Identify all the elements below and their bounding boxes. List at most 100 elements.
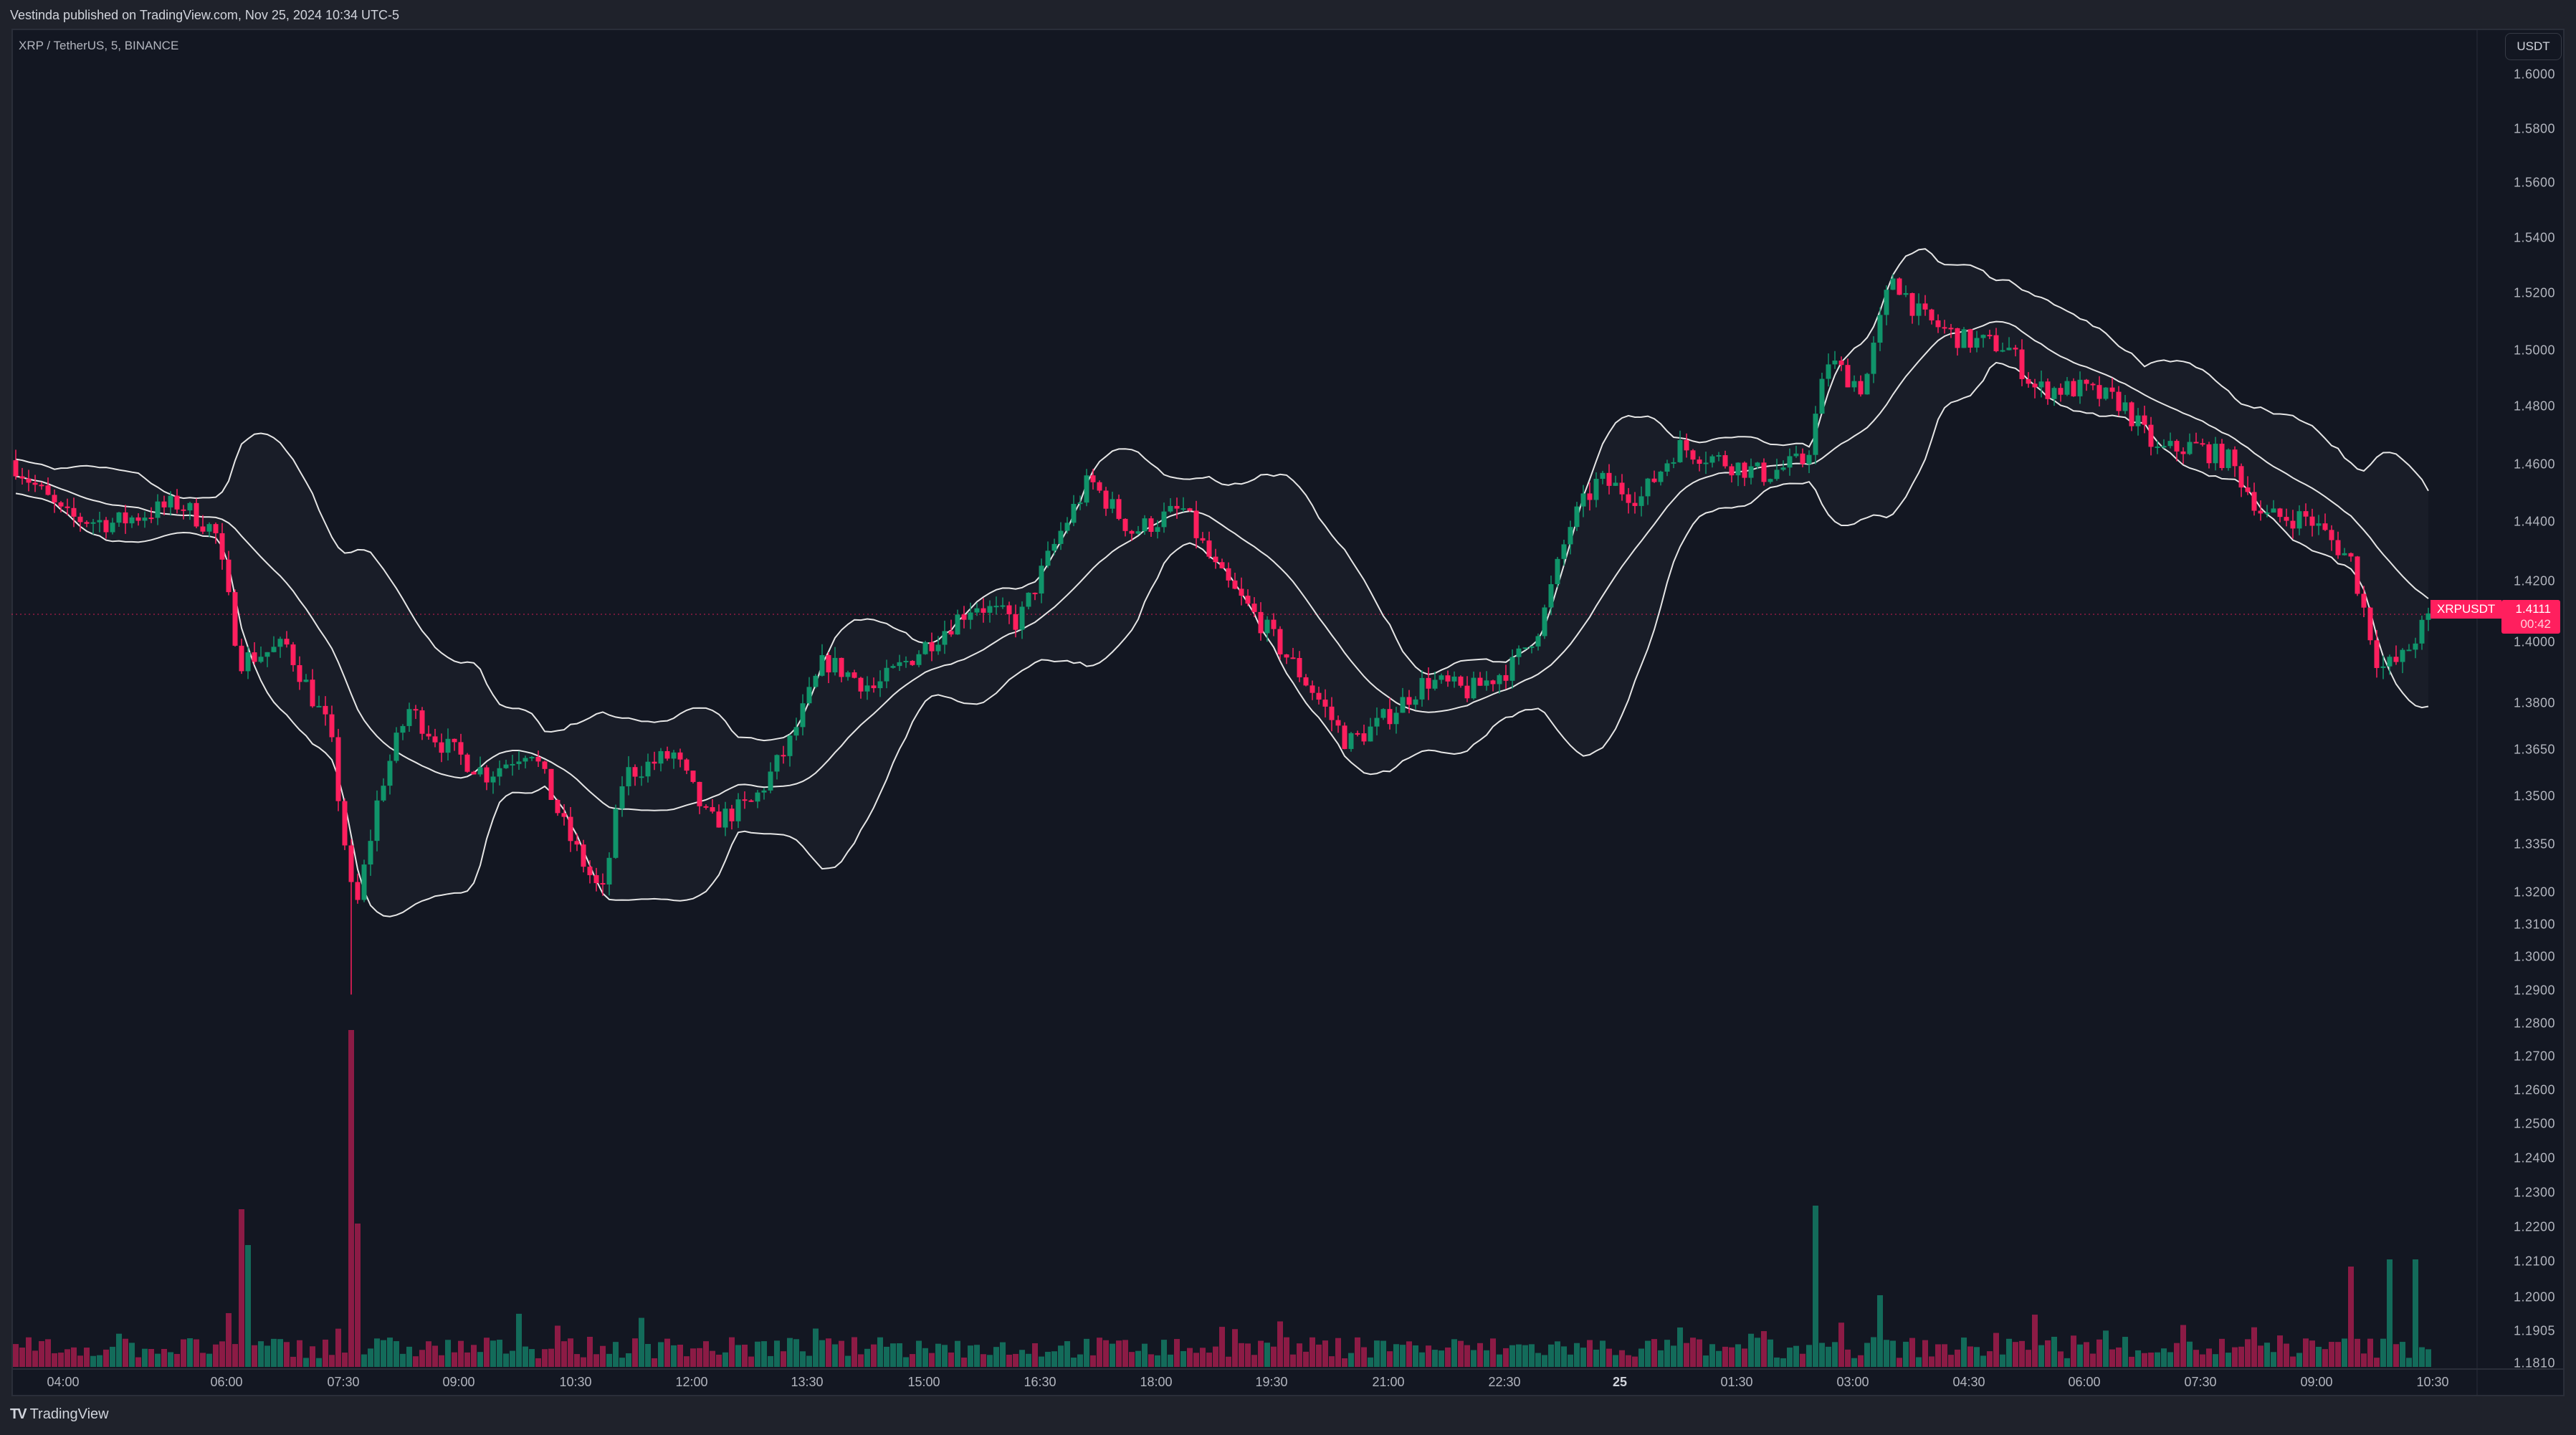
candle-body: [1142, 518, 1148, 532]
volume-bar: [58, 1353, 64, 1367]
candle-body: [252, 652, 257, 662]
currency-badge[interactable]: USDT: [2505, 33, 2562, 60]
volume-bar: [226, 1312, 232, 1367]
candle-body: [613, 809, 619, 858]
volume-bar: [168, 1352, 173, 1367]
volume-bar: [974, 1345, 980, 1367]
candle-body: [755, 792, 760, 802]
candle-body: [2122, 402, 2128, 411]
candle-body: [1277, 629, 1283, 654]
volume-bar: [1503, 1348, 1509, 1367]
symbol-title[interactable]: XRP / TetherUS, 5, BINANCE: [19, 39, 179, 52]
candle-body: [1464, 685, 1470, 699]
candle-body: [1368, 726, 1373, 742]
volume-bar: [1297, 1343, 1302, 1367]
time-axis-label: 18:00: [1140, 1375, 1173, 1389]
candle-body: [2361, 593, 2367, 608]
candle-body: [2335, 540, 2341, 556]
candle-body: [2348, 553, 2354, 557]
volume-bar: [1445, 1347, 1451, 1367]
volume-bar: [200, 1353, 206, 1367]
volume-bar: [1993, 1332, 1999, 1367]
volume-bar: [1000, 1342, 1006, 1367]
volume-bar: [2419, 1347, 2425, 1367]
candle-body: [1542, 607, 1547, 637]
bollinger-band-fill: [16, 249, 2428, 917]
candle-body: [419, 710, 425, 734]
volume-bar: [239, 1209, 244, 1367]
candle-body: [710, 807, 715, 812]
volume-bar: [1271, 1346, 1277, 1367]
volume-bar: [413, 1356, 419, 1367]
candle-body: [1419, 677, 1425, 700]
volume-bar: [361, 1354, 367, 1367]
volume-bar: [323, 1339, 328, 1367]
volume-bar: [1793, 1345, 1799, 1367]
footer-brand[interactable]: TV TradingView: [10, 1406, 109, 1423]
last-price: 1.4111: [2515, 602, 2551, 616]
volume-bar: [342, 1353, 348, 1367]
price-axis-label: 1.3350: [2513, 836, 2555, 852]
volume-bar: [2238, 1346, 2244, 1367]
candle-body: [742, 799, 748, 801]
candle-body: [2103, 387, 2109, 399]
volume-bar: [1948, 1355, 1954, 1367]
candle-body: [1793, 453, 1799, 457]
volume-bar: [529, 1349, 535, 1367]
candle-body: [664, 750, 670, 759]
volume-bar: [1232, 1329, 1238, 1367]
candle-body: [968, 612, 973, 620]
volume-bar: [1380, 1340, 1386, 1367]
candle-body: [484, 767, 490, 783]
candle-body: [639, 776, 644, 778]
candle-body: [1535, 636, 1541, 647]
volume-bar: [471, 1345, 477, 1367]
candle-body: [761, 790, 767, 793]
volume-bar: [2084, 1342, 2089, 1367]
volume-bar: [716, 1354, 722, 1367]
candle-body: [181, 509, 186, 511]
candle-body: [1110, 499, 1115, 509]
price-axis-label: 1.5000: [2513, 343, 2555, 358]
volume-bar: [1529, 1344, 1535, 1367]
candle-body: [1909, 292, 1915, 316]
candle-body: [2038, 381, 2044, 388]
volume-bar: [2400, 1342, 2405, 1367]
candle-body: [1135, 531, 1141, 534]
volume-bar: [1684, 1343, 1689, 1367]
volume-bar: [26, 1337, 32, 1367]
candle-body: [2193, 442, 2199, 444]
volume-bar: [942, 1345, 948, 1367]
candle-body: [781, 755, 786, 757]
candle-body: [374, 800, 380, 842]
volume-bar: [1161, 1340, 1167, 1367]
volume-bar: [929, 1353, 935, 1367]
candle-body: [458, 742, 464, 755]
candle-body: [1219, 562, 1225, 568]
volume-bar: [2071, 1335, 2076, 1367]
volume-bar: [1413, 1345, 1418, 1367]
volume-bar: [77, 1355, 83, 1367]
volume-bar: [1877, 1295, 1883, 1367]
candle-body: [219, 533, 225, 560]
volume-bar: [1219, 1327, 1225, 1367]
candle-body: [1890, 278, 1896, 290]
volume-bar: [1097, 1338, 1102, 1367]
candle-body: [1290, 657, 1296, 659]
candle-body: [1858, 381, 1864, 395]
candle-body: [2316, 523, 2322, 526]
volume-bar: [1819, 1343, 1825, 1367]
volume-bar: [1258, 1340, 1264, 1367]
volume-bar: [1935, 1344, 1941, 1367]
volume-bar: [2026, 1350, 2031, 1367]
price-axis-label: 1.2300: [2513, 1185, 2555, 1200]
volume-bar: [1361, 1347, 1367, 1367]
candle-body: [245, 652, 251, 672]
volume-bar: [2374, 1358, 2380, 1367]
candle-body: [2109, 387, 2115, 392]
price-axis-label: 1.5400: [2513, 230, 2555, 245]
volume-bar: [1851, 1358, 1857, 1367]
volume-bar: [813, 1328, 819, 1367]
candle-body: [2161, 446, 2167, 448]
